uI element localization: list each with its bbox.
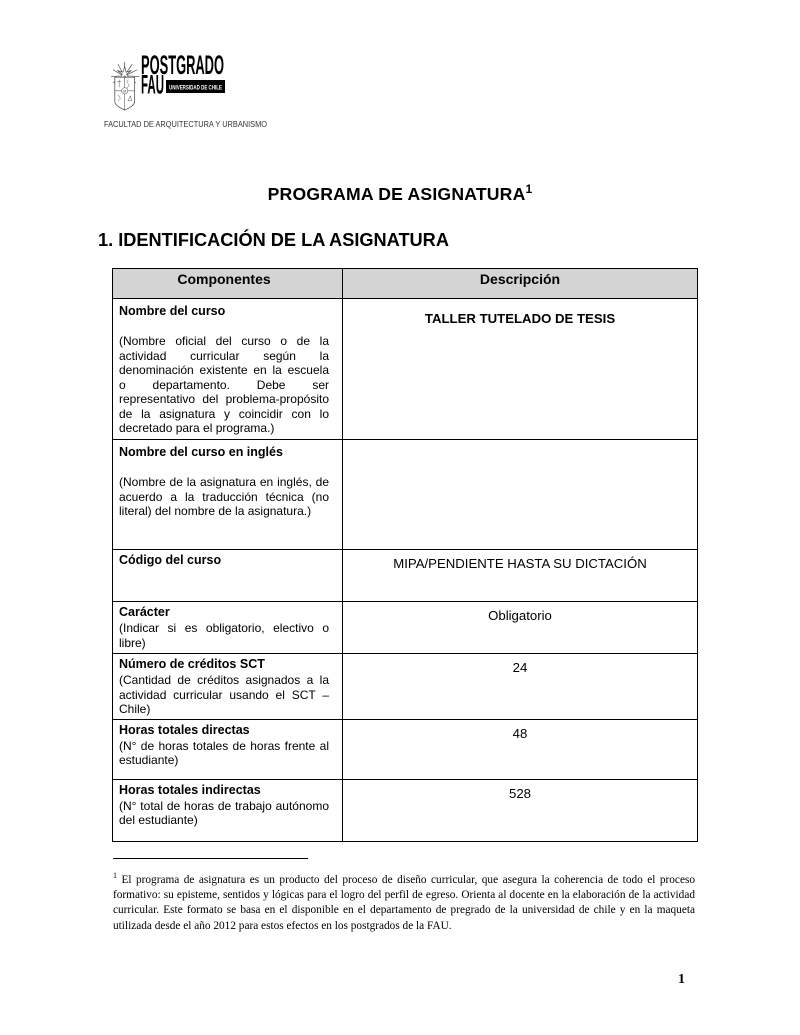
svg-text:UNIVERSIDAD DE CHILE: UNIVERSIDAD DE CHILE [169, 84, 222, 91]
svg-text:FAU: FAU [141, 70, 164, 100]
svg-text:M: M [123, 89, 126, 93]
svg-text:FACULTAD DE ARQUITECTURA Y URB: FACULTAD DE ARQUITECTURA Y URBANISMO [104, 119, 267, 129]
